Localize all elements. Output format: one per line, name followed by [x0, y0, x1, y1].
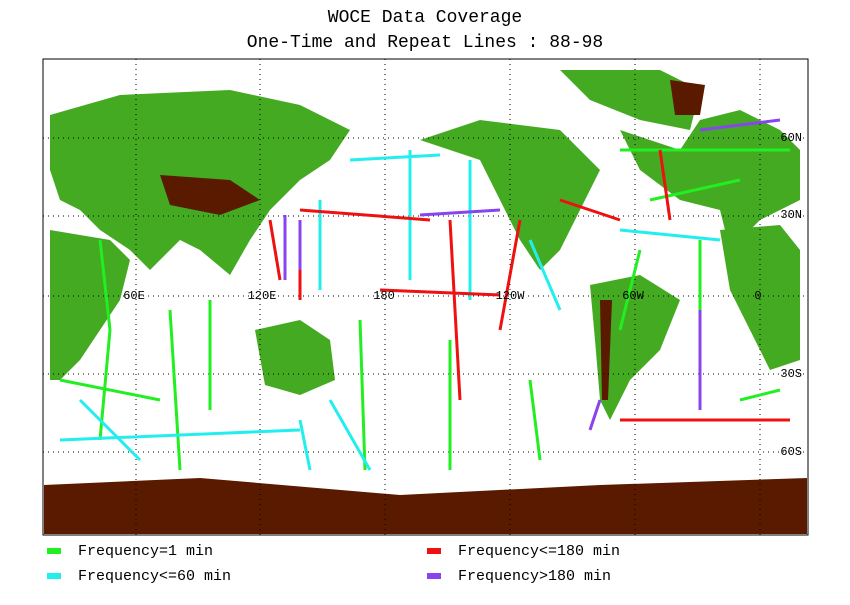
- lat-label: 30N: [780, 208, 802, 222]
- legend-swatch: [47, 573, 61, 579]
- legend-swatch: [427, 548, 441, 554]
- legend-swatch: [427, 573, 441, 579]
- legend-label: Frequency<=60 min: [78, 568, 231, 585]
- title-line: WOCE Data Coverage: [328, 8, 522, 28]
- lat-label: 60N: [780, 131, 802, 145]
- title-line: One-Time and Repeat Lines : 88-98: [247, 33, 603, 53]
- lon-label: 60E: [123, 289, 145, 303]
- map-labels: 60E 120E 180 120W 60W 0 60N 30N 30S 60S: [123, 131, 802, 459]
- legend-swatch: [47, 548, 61, 554]
- lat-label: 30S: [780, 367, 802, 381]
- track: [59, 148, 790, 471]
- lat-label: 60S: [780, 445, 802, 459]
- lon-label: 120W: [496, 289, 526, 303]
- tracks: [59, 118, 790, 471]
- track: [59, 150, 721, 471]
- legend-label: Frequency<=180 min: [458, 543, 620, 560]
- legend-label: Frequency>180 min: [458, 568, 611, 585]
- lon-label: 0: [754, 289, 761, 303]
- map: 60E 120E 180 120W 60W 0 60N 30N 30S 60S: [42, 58, 809, 536]
- land-relief: [44, 80, 807, 534]
- track: [283, 118, 781, 431]
- lon-label: 60W: [622, 289, 644, 303]
- lon-label: 120E: [248, 289, 277, 303]
- legend: Frequency=1 min Frequency<=60 min Frequenc…: [47, 543, 620, 585]
- lon-label: 180: [373, 289, 395, 303]
- legend-label: Frequency=1 min: [78, 543, 213, 560]
